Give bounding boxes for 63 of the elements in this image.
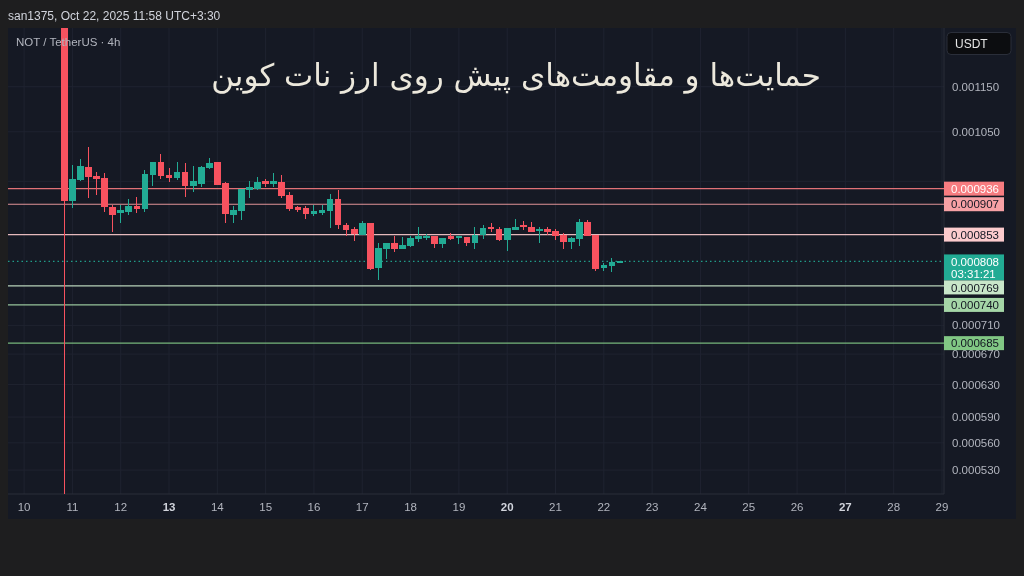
ref-line-label: 0.000907 [951,198,999,211]
candlestick [431,235,439,249]
candlestick [463,237,471,247]
text: حمایت‌ها و مقاومت‌های پیش روی ارز نات کوین [211,57,821,94]
x-tick-label: 29 [935,501,949,513]
candlestick [536,226,543,244]
x-tick-label: 24 [694,501,708,513]
y-tick-label: 0.000670 [952,348,1000,361]
candlestick [495,226,503,242]
candlestick [270,172,278,188]
candlestick [439,237,447,249]
candlestick [479,224,487,240]
candlestick [367,223,374,271]
x-tick-label: 28 [887,501,901,513]
x-tick-label: 25 [742,501,756,513]
y-tick-label: 0.000530 [952,464,1000,477]
x-tick-label: 27 [838,501,852,513]
candlestick [165,167,173,183]
y-tick-label: 0.001150 [952,80,1000,93]
x-tick-label: 15 [259,501,273,513]
ref-line-label: 0.000936 [951,182,999,195]
candlestick [318,204,326,216]
x-tick-label: 10 [17,501,31,513]
x-tick-label: 14 [210,501,225,513]
x-tick-label: 17 [355,501,369,513]
y-tick-label: 0.001050 [952,125,1000,138]
x-tick-label: 19 [452,501,466,513]
candlestick [391,235,398,253]
text: 03:31:21 [951,267,996,280]
candlestick [310,204,318,217]
x-tick-label: 11 [66,501,79,513]
x-tick-label: 12 [114,501,128,513]
ref-line-label: 0.000740 [951,299,999,312]
candlestick [455,235,463,245]
candlestick [334,189,342,230]
candlestick [447,232,455,241]
candlestick [262,178,269,188]
ref-line-label: 0.000685 [951,337,999,350]
ref-line-label: 0.000769 [951,281,999,294]
ref-line-label: 0.000853 [951,228,999,241]
x-tick-label: 18 [404,501,417,513]
y-tick-label: 0.000590 [952,411,1000,424]
candlestick [181,162,189,198]
x-tick-label: 26 [790,501,804,513]
y-axis-title: USDT [955,36,989,51]
y-tick-label: 0.000560 [952,436,1000,449]
x-tick-label: 16 [307,501,321,513]
x-tick-label: 22 [597,501,611,513]
x-tick-label: 13 [162,501,176,513]
candlestick [326,193,334,229]
x-tick-label: 21 [549,501,562,513]
ref-line-label: 0.000808 [951,255,999,268]
candlestick [487,222,495,233]
candlestick [157,153,165,180]
x-tick-label: 20 [500,501,514,513]
candlestick [471,226,479,250]
text: san1375, Oct 22, 2025 11:58 UTC+3:30 [8,9,221,23]
candlestick [173,161,181,181]
candlestick [358,220,366,236]
x-tick-label: 23 [645,501,659,513]
y-tick-label: 0.000710 [952,319,1000,332]
y-tick-label: 0.000630 [952,378,1000,391]
candlestick [133,196,141,214]
